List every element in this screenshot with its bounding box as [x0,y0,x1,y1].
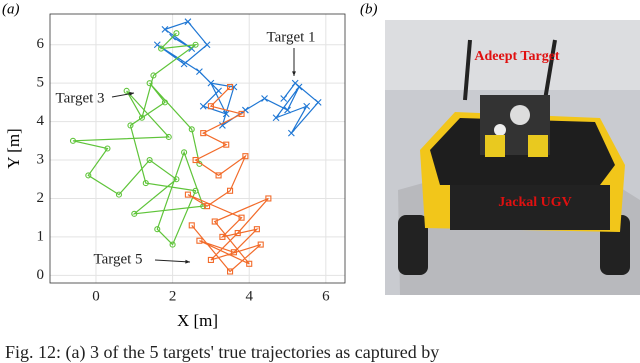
plot-area [50,14,345,283]
marker [280,95,288,102]
marker [303,102,311,110]
marker [138,114,145,121]
y-tick-label: 1 [37,228,45,244]
x-tick-label: 4 [245,288,253,304]
y-tick-label: 4 [37,113,45,129]
x-tick-label: 0 [92,288,100,304]
annotation: Target 1 [266,29,315,45]
marker [181,149,188,156]
marker [261,95,268,102]
photo-label: Adeept Target [474,49,560,64]
arrow-head [185,259,190,264]
marker [199,102,207,110]
marker [180,60,188,68]
marker [204,203,211,210]
arrow-head [129,91,134,96]
marker [184,191,191,198]
marker [215,87,222,95]
marker [223,141,230,148]
marker [291,79,299,87]
panel-label: (a) [2,1,20,17]
x-tick-label: 6 [322,288,330,304]
marker [227,268,234,275]
panel-label: (b) [360,1,378,17]
marker [215,172,222,179]
trajectory-line [72,32,205,246]
marker [219,122,226,129]
marker [184,18,192,26]
marker [234,229,241,237]
marker [161,25,169,33]
marker [196,68,203,76]
marker [154,226,161,233]
marker [314,98,322,106]
marker [207,256,214,263]
x-tick-label: 2 [169,288,177,304]
marker [196,237,203,244]
marker [173,176,180,183]
marker [227,187,234,194]
marker [150,72,157,79]
marker [219,233,226,240]
marker [161,99,168,106]
marker [211,218,218,225]
marker [227,83,234,91]
marker [69,137,77,144]
marker [188,222,195,229]
trajectory-line [187,86,269,273]
x-axis-label: X [m] [177,311,218,330]
marker [188,126,195,133]
marker [85,172,92,179]
marker [142,180,149,187]
marker [246,260,253,267]
marker [200,130,207,137]
marker [192,156,199,164]
marker [257,241,264,248]
marker [104,145,111,152]
marker [192,41,199,48]
arrow-head [292,71,296,76]
marker [207,103,214,110]
marker [192,187,199,194]
annotation: Target 5 [93,251,142,267]
y-axis-label: Y [m] [4,128,23,168]
marker [115,191,123,198]
photo-label: Jackal UGV [498,195,572,210]
marker [272,114,280,122]
caption: Fig. 12: (a) 3 of the 5 targets' true tr… [5,342,439,363]
photo [385,20,640,295]
y-tick-label: 2 [37,190,45,206]
marker [222,110,230,118]
marker [284,106,291,114]
trajectory [184,83,272,275]
y-tick-label: 0 [37,267,45,283]
trajectory-line [156,20,320,134]
marker [146,156,153,164]
marker [238,214,245,221]
marker [253,226,260,233]
marker [146,80,153,87]
marker [127,122,134,129]
y-tick-label: 6 [37,36,45,52]
marker [238,110,245,117]
marker [123,87,130,94]
marker [242,153,249,160]
marker [242,106,249,114]
plot-frame [49,13,346,284]
annotation-arrow [154,259,191,263]
marker [203,41,211,49]
marker [207,79,215,87]
marker [169,241,176,248]
marker [173,30,180,37]
marker [131,210,138,217]
marker [287,129,295,137]
marker [158,45,165,52]
marker [165,133,172,141]
annotation: Target 3 [55,90,104,106]
y-tick-label: 3 [37,151,45,167]
marker [230,249,237,256]
marker [265,195,272,202]
y-tick-label: 5 [37,75,45,91]
